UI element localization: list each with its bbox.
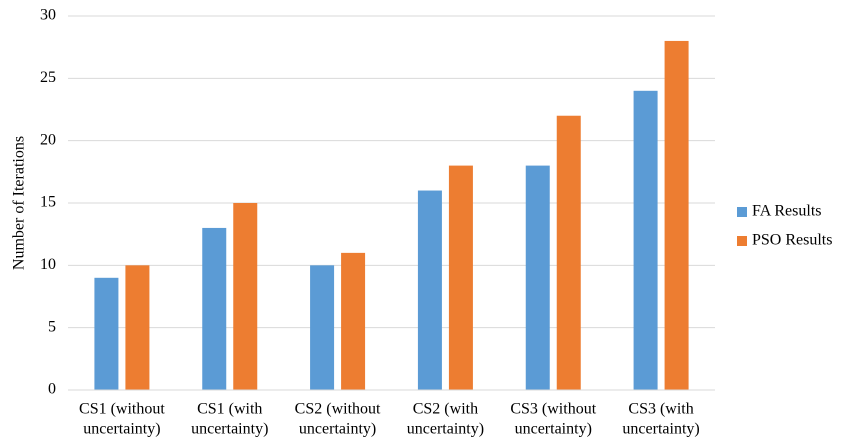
legend-label: PSO Results — [752, 232, 832, 249]
bar — [233, 203, 258, 390]
bar — [417, 190, 442, 390]
bar — [664, 40, 689, 390]
bar — [341, 252, 366, 390]
y-tick-label: 0 — [48, 381, 56, 398]
x-tick-label: uncertainty) — [622, 421, 699, 438]
bar — [310, 265, 335, 390]
legend-swatch — [737, 207, 747, 217]
x-tick-label: uncertainty) — [407, 421, 484, 438]
bar — [202, 227, 227, 390]
y-axis-label: Number of Iterations — [11, 136, 28, 270]
y-tick-label: 25 — [40, 69, 56, 86]
bar — [556, 115, 581, 390]
x-tick-label: uncertainty) — [515, 421, 592, 438]
bar — [525, 165, 550, 390]
y-tick-label: 5 — [48, 318, 56, 335]
y-tick-label: 10 — [40, 256, 56, 273]
bar — [448, 165, 473, 390]
bar — [94, 277, 119, 390]
x-tick-label: CS3 (with — [628, 401, 693, 418]
x-tick-label: CS1 (with — [197, 401, 262, 418]
x-tick-label: uncertainty) — [83, 421, 160, 438]
x-tick-label: uncertainty) — [299, 421, 376, 438]
x-tick-label: CS2 (without — [295, 401, 381, 418]
y-tick-label: 15 — [40, 194, 56, 211]
bar — [633, 90, 658, 391]
y-tick-label: 30 — [40, 7, 56, 24]
legend-swatch — [737, 236, 747, 246]
y-tick-label: 20 — [40, 131, 56, 148]
x-tick-label: CS1 (without — [79, 401, 165, 418]
x-tick-label: CS3 (without — [510, 401, 596, 418]
legend-label: FA Results — [752, 203, 822, 220]
bar — [125, 265, 150, 390]
x-tick-label: uncertainty) — [191, 421, 268, 438]
x-tick-label: CS2 (with — [413, 401, 478, 418]
